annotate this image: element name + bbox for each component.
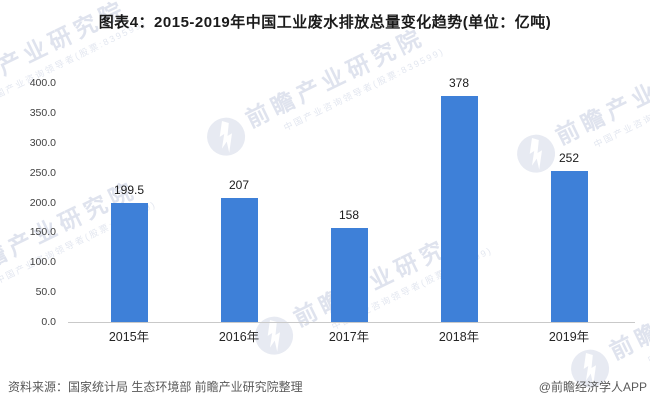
y-tick-label: 350.0 [29, 106, 56, 119]
x-tick-label: 2019年 [548, 330, 590, 344]
y-tick-label: 150.0 [29, 226, 56, 239]
bar-value-label: 252 [558, 151, 580, 166]
y-axis: 400.0 350.0 300.0 250.0 200.0 150.0 100.0 50.0 0… [2, 77, 56, 328]
bar-value-label: 199.5 [113, 182, 145, 197]
y-tick-label: 0.0 [41, 316, 56, 328]
x-tick-label: 2017年 [328, 330, 370, 344]
watermark-sub-text: 中国产业咨询领导者(股票:839599) [646, 277, 650, 365]
x-tick-label: 2018年 [438, 330, 480, 344]
bar [440, 96, 478, 322]
plot-area: 199.5 2015年 207 2016年 158 2017年 378 2018年 252 201… [68, 76, 635, 344]
y-tick-label: 300.0 [29, 136, 56, 149]
bar-value-label: 207 [228, 178, 250, 193]
bar [550, 171, 588, 322]
y-tick-label: 200.0 [29, 196, 56, 209]
bar [220, 198, 258, 322]
bar-value-label: 158 [338, 207, 360, 222]
chart-title: 图表4：2015-2019年中国工业废水排放总量变化趋势(单位：亿吨) [98, 14, 552, 31]
x-tick-label: 2015年 [108, 330, 150, 344]
bar [330, 227, 368, 322]
y-tick-label: 50.0 [35, 286, 56, 299]
x-tick-label: 2016年 [218, 330, 260, 344]
y-tick-label: 250.0 [29, 166, 56, 179]
y-tick-label: 400.0 [29, 77, 56, 89]
data-source-note: 资料来源：国家统计局 生态环境部 前瞻产业研究院整理 [8, 380, 303, 394]
bar [110, 202, 148, 322]
bar-value-label: 378 [448, 76, 470, 91]
y-tick-label: 100.0 [29, 256, 56, 269]
app-credit: @前瞻经济学人APP [538, 380, 647, 394]
